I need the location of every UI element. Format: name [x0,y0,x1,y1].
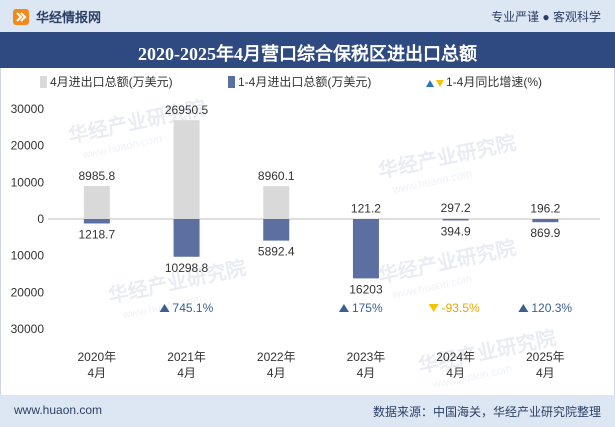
legend-label-cumulative: 1-4月进出口总额(万美元) [238,75,371,89]
growth-up-triangle-icon [518,304,529,312]
chart-title: 2020-2025年4月营口综合保税区进出口总额 [138,44,477,64]
x-tick-label-month: 4月 [88,366,107,380]
bar-monthly [83,186,110,219]
x-tick-label-month: 4月 [267,366,286,380]
data-label-cumulative: 10298.8 [165,261,209,275]
y-tick-label: 30000 [11,102,45,116]
data-label-monthly: 8985.8 [78,169,115,183]
x-tick-label-year: 2024年 [436,350,475,364]
x-tick-label-year: 2025年 [526,350,565,364]
legend-swatch-cumulative [228,76,235,88]
data-label-cumulative: 5892.4 [258,245,295,259]
growth-label: 120.3% [531,301,572,315]
bar-monthly [442,217,469,219]
legend-up-triangle-icon [426,80,434,87]
y-axis: 30000 20000 10000 0 10000 20000 30000 [11,102,600,336]
data-label-monthly: 297.2 [441,201,471,215]
data-label-cumulative: 869.9 [530,226,560,240]
y-tick-label: 0 [37,212,44,226]
bar-monthly [532,218,559,219]
data-labels: 8985.8 1218.7 26950.5 10298.8 8960.1 5892.4 12… [78,103,560,296]
bar-cumulative [442,219,469,221]
legend-swatch-monthly [40,76,47,88]
header-bar [0,0,615,32]
legend-label-monthly: 4月进出口总额(万美元) [50,75,173,89]
title-band [0,32,615,68]
bar-cumulative [352,219,379,279]
x-tick-label-year: 2023年 [347,350,386,364]
bar-monthly [263,186,290,219]
legend: 4月进出口总额(万美元) 1-4月进出口总额(万美元) 1-4月同比增速(%) [40,75,542,89]
growth-labels: 745.1% 175% -93.5% 120.3% [159,301,572,315]
brand: 华经情报网 [12,7,101,26]
data-label-monthly: 8960.1 [258,169,295,183]
data-label-cumulative: 394.9 [441,224,471,238]
y-tick-label: 10000 [11,175,45,189]
footer-website[interactable]: www.huaon.com [14,403,103,417]
data-label-monthly: 121.2 [351,202,381,216]
x-tick-label-year: 2021年 [167,350,206,364]
bar-cumulative [263,219,290,241]
x-axis: 2020年 4月 2021年 4月 2022年 4月 2023年 4月 2024年 4月 2025年… [77,350,564,380]
y-tick-label: 20000 [11,285,45,299]
y-tick-label: 30000 [11,322,45,336]
x-tick-label-year: 2020年 [77,350,116,364]
data-label-cumulative: 1218.7 [78,227,115,241]
footer-bar [0,395,615,427]
x-tick-label-month: 4月 [446,366,465,380]
bar-cumulative [173,219,200,257]
footer-source: 数据来源：中国海关，华经产业研究院整理 [372,405,601,419]
y-tick-label: 20000 [11,139,45,153]
legend-label-growth: 1-4月同比增速(%) [446,75,542,89]
y-tick-label: 10000 [11,249,45,263]
x-tick-label-month: 4月 [357,366,376,380]
data-label-monthly: 196.2 [530,201,560,215]
data-label-cumulative: 16203 [349,282,383,296]
growth-label: -93.5% [442,301,480,315]
brand-name: 华经情报网 [36,10,102,25]
growth-down-triangle-icon [428,304,439,312]
data-label-monthly: 26950.5 [165,103,209,117]
x-tick-label-month: 4月 [177,366,196,380]
x-tick-label-year: 2022年 [257,350,296,364]
bars [83,120,559,279]
bar-monthly [173,120,200,219]
huajing-logo-icon [12,8,30,26]
growth-up-triangle-icon [159,304,170,312]
growth-label: 175% [352,301,383,315]
slogan: 专业严谨 ● 客观科学 [491,10,601,24]
growth-label: 745.1% [173,301,214,315]
bar-cumulative [83,219,110,224]
bar-cumulative [532,219,559,223]
legend-down-triangle-icon [436,80,444,87]
growth-up-triangle-icon [338,304,349,312]
x-tick-label-month: 4月 [536,366,555,380]
